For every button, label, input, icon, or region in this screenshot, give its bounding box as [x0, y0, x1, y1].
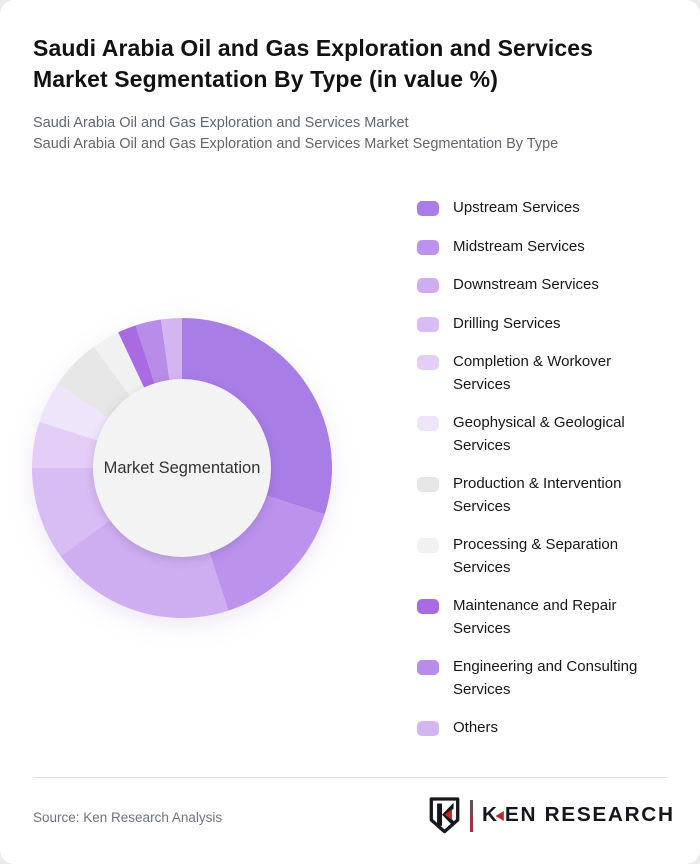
- logo-divider-bar: [469, 799, 473, 832]
- donut-segment: [60, 519, 229, 619]
- legend-swatch: [417, 201, 439, 216]
- footer-divider: [33, 777, 667, 778]
- donut-segment: [93, 332, 145, 397]
- legend-item: Processing & Separation Services: [417, 534, 673, 579]
- legend-item: Midstream Services: [417, 236, 673, 259]
- legend-swatch: [417, 316, 439, 332]
- legend-label: Geophysical & Geological Services: [453, 414, 625, 454]
- legend-label: Midstream Services: [453, 237, 585, 255]
- legend-label: Completion & Workover Services: [453, 353, 612, 393]
- donut-segment: [32, 468, 111, 557]
- legend-swatch: [417, 239, 439, 255]
- ken-research-logo: K EN RESEARCH: [428, 796, 673, 835]
- subtitle-line-1: Saudi Arabia Oil and Gas Exploration and…: [33, 115, 409, 131]
- logo-red-triangle-icon: [495, 810, 504, 821]
- donut-segment: [135, 319, 170, 385]
- donut-segment: [39, 383, 110, 441]
- legend-label: Downstream Services: [453, 276, 599, 293]
- legend-item: Others: [417, 717, 673, 740]
- source-text: Source: Ken Research Analysis: [33, 810, 223, 825]
- ken-research-shield-icon: [429, 797, 460, 834]
- legend-label: Engineering and Consulting Services: [453, 658, 638, 698]
- legend-item: Downstream Services: [417, 274, 673, 297]
- legend-label: Upstream Services: [453, 199, 580, 216]
- donut-center-circle: Market Segmentation: [93, 379, 271, 557]
- legend-label: Processing & Separation Services: [453, 536, 619, 576]
- logo-wordmark-rest: EN RESEARCH: [504, 804, 675, 826]
- subtitle-line-2: Saudi Arabia Oil and Gas Exploration and…: [33, 136, 559, 152]
- legend-item: Geophysical & Geological Services: [417, 412, 673, 457]
- legend-label: Others: [453, 719, 499, 736]
- logo-wordmark-k: K: [481, 804, 499, 826]
- legend-item: Maintenance and Repair Services: [417, 595, 673, 640]
- donut-segment: [160, 318, 182, 381]
- legend-swatch: [417, 278, 439, 293]
- legend-label: Production & Intervention Services: [453, 475, 622, 515]
- legend-swatch: [417, 538, 439, 553]
- legend-swatch: [417, 660, 439, 675]
- legend-label: Drilling Services: [453, 314, 561, 332]
- donut-segment: [118, 325, 155, 389]
- legend-item: Upstream Services: [417, 197, 673, 220]
- page-title: Saudi Arabia Oil and Gas Exploration and…: [33, 35, 594, 92]
- chart-subtitle: Saudi Arabia Oil and Gas Exploration and…: [33, 113, 558, 155]
- logo-wordmark: K EN RESEARCH: [482, 804, 675, 827]
- donut-rings: [32, 318, 333, 619]
- legend-item: Engineering and Consulting Services: [417, 656, 673, 701]
- legend-swatch: [417, 416, 439, 431]
- legend-swatch: [417, 599, 439, 614]
- legend-swatch: [417, 477, 439, 492]
- donut-segment: [182, 318, 333, 515]
- legend-swatch: [417, 721, 439, 736]
- donut-segment: [57, 346, 131, 419]
- donut-segment: [209, 495, 325, 611]
- donut-segment: [32, 421, 99, 468]
- legend-item: Drilling Services: [417, 313, 673, 336]
- donut-center-label: Market Segmentation: [103, 458, 261, 477]
- legend-item: Production & Intervention Services: [417, 473, 673, 518]
- chart-legend: Upstream Services Midstream Services Downs…: [417, 197, 673, 756]
- legend-item: Completion & Workover Services: [417, 351, 673, 396]
- donut-chart: Market Segmentation: [22, 308, 342, 628]
- legend-swatch: [417, 355, 439, 370]
- legend-label: Maintenance and Repair Services: [453, 597, 617, 637]
